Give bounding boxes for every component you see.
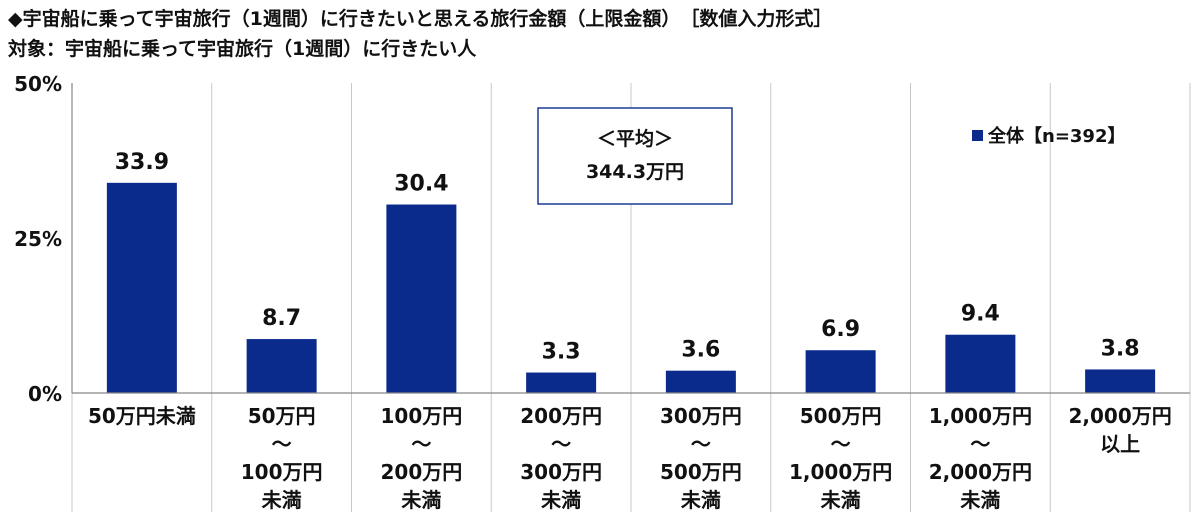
y-tick-label: 50% [14, 72, 62, 96]
category-label: 未満 [960, 488, 1000, 512]
category-label: 300万円 [660, 404, 742, 428]
data-label: 3.3 [542, 340, 581, 365]
bar [106, 182, 177, 393]
category-label: 100万円 [381, 404, 463, 428]
average-annotation: ＜平均＞ 344.3万円 [537, 107, 733, 205]
average-annotation-box [537, 107, 733, 205]
category-label: ～ [411, 432, 431, 456]
category-label: 100万円 [241, 460, 323, 484]
legend-label: 全体【n=392】 [987, 125, 1125, 147]
data-label: 33.9 [115, 150, 169, 175]
category-label: 50万円未満 [88, 404, 196, 428]
category-label: 以上 [1100, 432, 1140, 456]
category-label: ～ [272, 432, 292, 456]
category-label: 1,000万円 [929, 404, 1032, 428]
category-label: 500万円 [800, 404, 882, 428]
bar [945, 334, 1016, 393]
chart-title: ◆宇宙船に乗って宇宙旅行（1週間）に行きたいと思える旅行金額（上限金額） ［数値… [8, 8, 833, 30]
y-tick-label: 25% [14, 227, 62, 251]
category-label: 未満 [401, 488, 441, 512]
legend-swatch [972, 130, 983, 141]
data-label: 3.6 [681, 338, 720, 363]
category-label: 300万円 [520, 460, 602, 484]
category-label: 未満 [821, 488, 861, 512]
bar [1085, 369, 1156, 393]
category-label: ～ [970, 432, 990, 456]
category-label: ～ [691, 432, 711, 456]
category-label: ～ [831, 432, 851, 456]
category-label: 200万円 [520, 404, 602, 428]
category-label: 50万円 [248, 404, 316, 428]
y-tick-labels: 0% 25% 50% [14, 72, 62, 406]
category-label: 200万円 [381, 460, 463, 484]
category-label: 未満 [681, 488, 721, 512]
category-label: 未満 [262, 488, 302, 512]
data-label: 6.9 [821, 317, 860, 342]
category-label: 500万円 [660, 460, 742, 484]
bar [805, 350, 876, 393]
category-label: 未満 [541, 488, 581, 512]
category-label: 2,000万円 [1068, 404, 1171, 428]
data-labels: 33.9 8.7 30.4 3.3 3.6 6.9 9.4 3.8 [115, 150, 1140, 365]
average-annotation-line1: ＜平均＞ [597, 127, 673, 150]
category-label: 2,000万円 [929, 460, 1032, 484]
data-label: 30.4 [394, 172, 448, 197]
data-label: 3.8 [1101, 336, 1140, 361]
bar [526, 372, 597, 393]
bar [246, 339, 317, 393]
legend: 全体【n=392】 [972, 125, 1125, 147]
bar [386, 204, 457, 393]
bars [106, 182, 1156, 393]
category-label: ～ [551, 432, 571, 456]
axes [71, 83, 1190, 394]
y-tick-label: 0% [28, 382, 62, 406]
average-annotation-line2: 344.3万円 [586, 161, 684, 183]
grid-lines [71, 83, 1191, 512]
data-label: 9.4 [961, 302, 1000, 327]
data-label: 8.7 [262, 306, 301, 331]
category-label: 1,000万円 [789, 460, 892, 484]
chart-subtitle: 対象：宇宙船に乗って宇宙旅行（1週間）に行きたい人 [8, 38, 477, 60]
bar [665, 370, 736, 393]
